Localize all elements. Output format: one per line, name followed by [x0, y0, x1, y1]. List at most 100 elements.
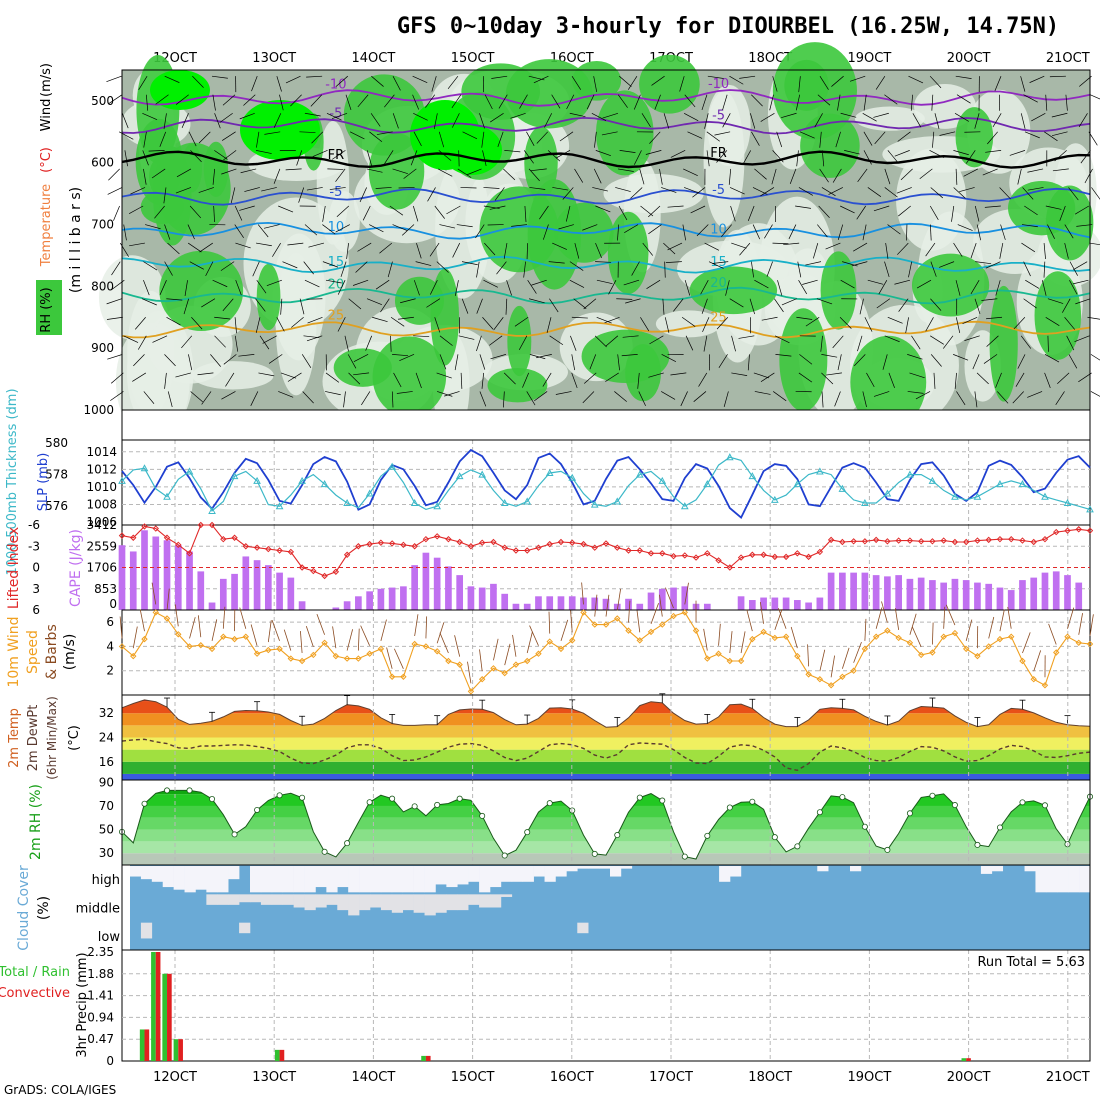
wind-barb	[1042, 280, 1047, 296]
wind-barb	[189, 205, 202, 219]
rh-dry-patch	[707, 84, 751, 167]
lifted-index-point	[974, 537, 981, 544]
wind-barb	[214, 113, 221, 129]
wind-barb	[712, 261, 729, 264]
wind-barb	[571, 316, 588, 319]
wind-barb	[174, 604, 179, 627]
wind-barb	[964, 335, 980, 341]
wind-barb	[619, 150, 636, 153]
cape-bar	[152, 536, 160, 610]
wind-speed-point	[276, 645, 283, 653]
thickness-point	[973, 492, 982, 500]
wind-barb	[876, 298, 891, 309]
wind-barb	[884, 261, 890, 278]
temperature-fill	[122, 699, 1090, 780]
rh2m-point	[681, 853, 688, 860]
wind-barb	[681, 316, 696, 327]
isotherm-line	[121, 255, 1091, 274]
wind-barb	[642, 242, 654, 256]
y-tick-label: 1012	[86, 462, 117, 476]
cloud-clear-segment	[250, 866, 262, 893]
wind-barb	[909, 613, 917, 635]
wind-barb	[361, 391, 371, 406]
wind-barb	[130, 187, 146, 195]
wind-barb	[832, 168, 842, 183]
thickness-point	[545, 468, 554, 477]
wind-barb	[143, 391, 155, 405]
lifted-index-point	[152, 525, 159, 532]
cape-bar	[242, 556, 250, 610]
wind-barb	[198, 131, 211, 144]
wind-barb	[1031, 112, 1046, 122]
top-time-axis: 12OCT13OCT14OCT15OCT16OCT17OCT18OCT19OCT…	[153, 51, 1090, 66]
wind-speed-point	[377, 645, 385, 653]
cape-bar	[906, 578, 914, 610]
cloud-clear-segment	[468, 894, 480, 905]
lifted-index-point	[332, 568, 340, 575]
wind-barb	[1024, 205, 1038, 216]
wind-barb	[436, 372, 452, 379]
rh-moist-patch	[639, 54, 700, 114]
rh-moist-patch	[820, 251, 857, 330]
wind-barb	[514, 316, 529, 327]
wind-barb	[548, 261, 565, 264]
wind-barb	[264, 131, 281, 135]
wind-barb	[287, 372, 302, 382]
wind-barb	[621, 354, 638, 357]
y-tick-label: 32	[99, 706, 114, 720]
lifted-index-point	[524, 547, 531, 554]
rh-moist-patch	[368, 133, 425, 210]
wind-speed-point	[625, 627, 632, 634]
axis-label: (6hr Min/Max)	[45, 696, 59, 780]
wind-barb	[183, 298, 189, 315]
wind-barb	[595, 205, 611, 213]
wind-barb	[749, 298, 755, 315]
lifted-index-point	[1030, 538, 1037, 546]
y-tick-label: 90	[99, 775, 114, 789]
thickness-point	[185, 467, 194, 475]
wind-barb	[276, 76, 282, 92]
cloud-clear-segment	[490, 866, 502, 888]
wind-barb	[369, 131, 383, 143]
lifted-index-point	[636, 547, 643, 554]
cloud-clear-segment	[293, 866, 305, 893]
wind-barb	[659, 594, 663, 617]
thickness-point	[590, 500, 599, 508]
wind-barb	[1080, 150, 1091, 164]
wind-barb	[1074, 335, 1090, 343]
wind-speed-point	[917, 651, 925, 659]
precip-panel: 2.35 1.88 1.41 0.94 0.47 0 Run Total = 5.63 Tot…	[0, 945, 1091, 1068]
wind-barb	[790, 626, 798, 649]
wind-barb	[723, 391, 729, 407]
thickness-point	[635, 470, 644, 478]
wind-barb	[337, 317, 346, 332]
precip-convective-bar	[144, 1029, 150, 1061]
wind-barb	[392, 354, 409, 357]
cape-bar	[771, 597, 779, 610]
wind-barb	[306, 75, 323, 78]
cape-bar	[805, 602, 812, 610]
wind-barb	[955, 168, 958, 185]
thickness-point	[1086, 505, 1094, 513]
wind-barb	[461, 261, 478, 266]
isotherm-line	[121, 187, 1091, 206]
wind-barb	[398, 187, 415, 189]
wind-barb	[994, 76, 1002, 92]
wind-barb	[716, 317, 729, 330]
wind-barb	[222, 606, 226, 629]
lifted-index-point	[929, 538, 936, 545]
wind-barb	[108, 168, 120, 181]
wind-barb	[467, 661, 472, 684]
wind-barb	[531, 279, 547, 286]
lifted-index-point	[265, 545, 272, 553]
wind-barb	[425, 94, 436, 108]
y-tick-label: 576	[45, 499, 68, 513]
wind-barb	[261, 187, 277, 192]
wind-barb	[285, 168, 302, 171]
wind-barb	[569, 112, 586, 118]
wind-barb	[594, 594, 598, 617]
wind-barb	[661, 187, 677, 193]
wind-speed-point	[692, 627, 700, 634]
axis-label: SLP (mb)	[36, 453, 51, 512]
wind-barb	[335, 75, 348, 88]
